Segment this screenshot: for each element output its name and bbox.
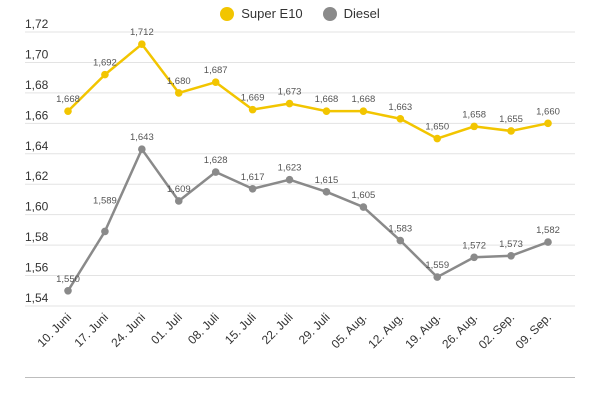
x-tick-label: 26. Aug. [439, 310, 480, 351]
data-point [101, 227, 109, 236]
data-label: 1,650 [425, 122, 449, 133]
data-label: 1,583 [388, 224, 412, 235]
data-point [544, 119, 552, 128]
data-label: 1,572 [462, 240, 486, 251]
data-label: 1,609 [167, 184, 191, 195]
legend-label-diesel: Diesel [343, 6, 380, 21]
y-tick-label: 1,56 [25, 261, 49, 275]
data-label: 1,668 [56, 94, 80, 105]
data-label: 1,605 [351, 190, 375, 201]
data-point [507, 251, 515, 260]
data-label: 1,559 [425, 260, 449, 271]
data-label: 1,660 [536, 106, 560, 117]
chart-legend: Super E10 Diesel [0, 6, 600, 21]
data-point [174, 197, 183, 205]
data-point [64, 286, 72, 295]
data-label: 1,668 [315, 94, 339, 105]
data-label: 1,673 [278, 87, 302, 98]
x-tick-label: 15. Juli [222, 310, 259, 347]
legend-label-super-e10: Super E10 [241, 6, 303, 21]
data-point [470, 253, 478, 262]
data-point [396, 114, 405, 123]
y-tick-label: 1,72 [25, 17, 49, 31]
data-label: 1,668 [351, 94, 375, 105]
x-tick-label: 29. Juli [296, 310, 333, 347]
data-point [396, 236, 405, 245]
y-tick-label: 1,62 [25, 169, 49, 183]
x-tick-label: 08. Juli [185, 310, 222, 347]
data-point [211, 78, 220, 87]
series-line-diesel [66, 147, 549, 292]
data-label: 1,712 [130, 27, 154, 38]
x-tick-label: 19. Aug. [402, 310, 443, 351]
y-tick-label: 1,60 [25, 200, 49, 214]
data-label: 1,623 [278, 163, 302, 174]
legend-item-super-e10[interactable]: Super E10 [220, 6, 303, 21]
data-label: 1,692 [93, 58, 117, 69]
x-tick-label: 24. Juni [108, 310, 148, 350]
series-line-super-e10 [67, 42, 549, 140]
data-point [285, 175, 294, 184]
data-point [544, 238, 552, 246]
data-point [359, 203, 368, 211]
data-point [248, 184, 257, 193]
data-label: 1,582 [536, 225, 560, 236]
data-label: 1,615 [315, 175, 339, 186]
x-tick-label: 09. Sep. [513, 310, 555, 352]
data-point [470, 122, 478, 131]
data-label: 1,680 [167, 76, 191, 87]
data-point [138, 145, 146, 154]
data-point [174, 89, 183, 97]
data-label: 1,643 [130, 132, 154, 143]
x-tick-label: 10. Juni [35, 310, 75, 350]
data-label: 1,669 [241, 93, 265, 104]
y-tick-label: 1,58 [25, 230, 49, 244]
data-point [507, 127, 515, 135]
x-tick-label: 05. Aug. [328, 310, 369, 351]
data-label: 1,589 [93, 195, 117, 206]
data-point [138, 40, 146, 48]
diesel-marker-icon [322, 6, 337, 21]
super-e10-marker-icon [220, 6, 235, 21]
x-tick-label: 12. Aug. [365, 310, 406, 351]
data-point [285, 99, 294, 108]
data-point [211, 168, 220, 176]
data-point [248, 105, 257, 114]
y-tick-label: 1,68 [25, 78, 49, 92]
data-label: 1,655 [499, 114, 523, 125]
data-label: 1,628 [204, 155, 228, 166]
data-label: 1,573 [499, 239, 523, 250]
data-point [433, 273, 442, 281]
data-label: 1,617 [241, 172, 265, 183]
data-point [101, 70, 109, 79]
y-tick-label: 1,54 [25, 291, 49, 305]
data-point [359, 107, 368, 115]
data-point [322, 107, 331, 115]
bottom-divider [25, 377, 575, 378]
data-point [433, 134, 442, 143]
y-tick-label: 1,70 [25, 47, 49, 61]
y-tick-label: 1,64 [25, 139, 49, 153]
legend-item-diesel[interactable]: Diesel [322, 6, 380, 21]
data-label: 1,663 [388, 102, 412, 113]
y-tick-label: 1,66 [25, 108, 49, 122]
data-label: 1,658 [462, 109, 486, 120]
x-tick-label: 01. Juli [148, 310, 185, 347]
x-tick-label: 02. Sep. [476, 310, 518, 352]
data-label: 1,550 [56, 274, 80, 285]
data-point [322, 188, 331, 196]
data-point [64, 107, 72, 115]
x-tick-label: 17. Juni [71, 310, 111, 350]
x-tick-label: 22. Juli [259, 310, 296, 347]
data-label: 1,687 [204, 65, 228, 76]
